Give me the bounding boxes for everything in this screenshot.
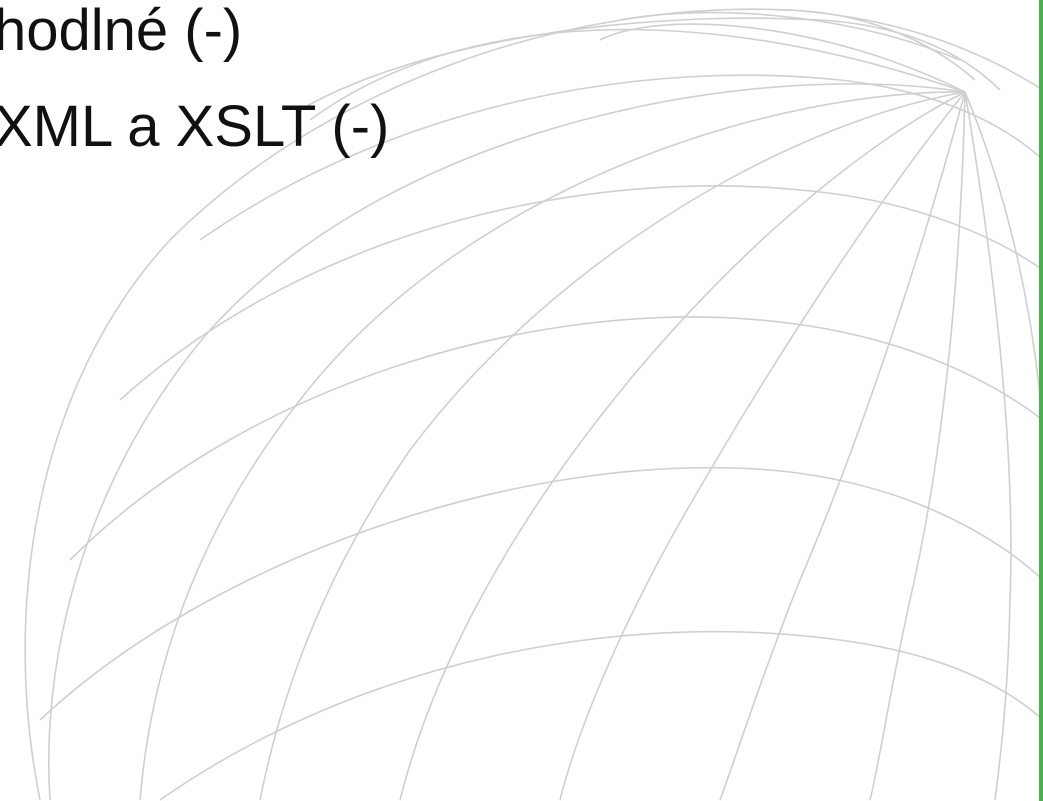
bullet-text-line: hodlné (-) <box>0 0 243 63</box>
bullet-text-line: XML a XSLT (-) <box>0 94 390 159</box>
side-accent-bar <box>1039 0 1043 801</box>
